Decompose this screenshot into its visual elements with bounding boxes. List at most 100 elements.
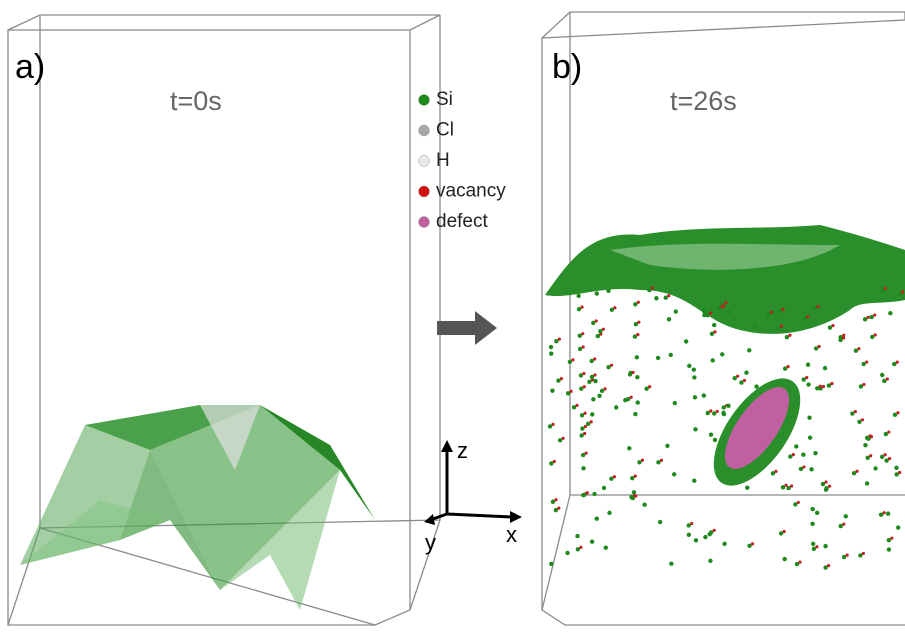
atom [549, 345, 553, 349]
atom [736, 375, 739, 378]
atom [888, 311, 892, 315]
atom [830, 382, 833, 385]
atom [807, 416, 811, 420]
atom [551, 423, 554, 426]
atom [583, 385, 586, 388]
atom [571, 358, 574, 361]
time-label: t=26s [670, 86, 737, 116]
atom [633, 412, 637, 416]
legend-label: H [436, 150, 450, 171]
atom [874, 333, 877, 336]
atom [709, 432, 713, 436]
atom [865, 481, 869, 485]
atom [716, 410, 719, 413]
atom [554, 498, 557, 501]
atom [669, 353, 673, 357]
legend-marker [419, 95, 430, 106]
atom [631, 371, 634, 374]
atom [806, 382, 810, 386]
atom [585, 451, 588, 454]
atom [549, 562, 553, 566]
atom [869, 454, 872, 457]
atom [592, 492, 596, 496]
atom [597, 394, 601, 398]
atom [586, 491, 589, 494]
atom [583, 432, 586, 435]
atom [593, 379, 597, 383]
atom [898, 471, 901, 474]
atom [674, 309, 678, 313]
atom [811, 542, 815, 546]
atom [614, 405, 618, 409]
atom [692, 367, 696, 371]
defect-cluster [697, 364, 817, 500]
axis-label: x [506, 522, 517, 547]
atom [575, 404, 578, 407]
atom [635, 375, 639, 379]
atom [557, 507, 560, 510]
atom [726, 404, 730, 408]
atom [593, 373, 596, 376]
atom [684, 339, 688, 343]
atom [886, 511, 890, 515]
atom [808, 435, 812, 439]
atom [855, 470, 858, 473]
atom [637, 321, 640, 324]
legend-marker [419, 125, 430, 136]
atom [784, 484, 787, 487]
atom [887, 547, 891, 551]
atom [602, 328, 605, 331]
atom [581, 466, 585, 470]
atom [797, 501, 800, 504]
atom [627, 446, 631, 450]
atom [806, 362, 810, 366]
atom [651, 286, 654, 289]
atom [690, 522, 693, 525]
atom [753, 325, 757, 329]
atom [894, 466, 898, 470]
atom [693, 395, 697, 399]
atom [702, 393, 706, 397]
atom [648, 385, 651, 388]
atom [831, 324, 834, 327]
atom [794, 444, 798, 448]
atom [713, 330, 716, 333]
atom [745, 485, 749, 489]
atom [656, 356, 660, 360]
atom [712, 323, 716, 327]
atom [641, 459, 644, 462]
legend-marker [419, 186, 430, 197]
atom [816, 305, 819, 308]
atom [582, 345, 585, 348]
atom [844, 514, 848, 518]
atom [636, 333, 639, 336]
atom [828, 485, 831, 488]
atom [813, 451, 817, 455]
figure: a) t=0s b) t=26s SiClHvacancydefect z y … [0, 0, 905, 640]
atom [613, 306, 616, 309]
atom [693, 427, 697, 431]
panel-label: a) [15, 48, 45, 86]
atom [660, 459, 663, 462]
atom [901, 290, 904, 293]
atom [582, 372, 585, 375]
atom [604, 545, 608, 549]
atom [687, 533, 691, 537]
atom [570, 390, 573, 393]
time-label: t=0s [170, 86, 222, 116]
atom [811, 507, 815, 511]
atom [862, 383, 865, 386]
atom [780, 324, 783, 327]
atom [584, 425, 587, 428]
atom [824, 488, 828, 492]
atom [593, 357, 596, 360]
atom [703, 535, 707, 539]
atom [636, 400, 640, 404]
atom [692, 478, 696, 482]
atom [818, 345, 821, 348]
atom [743, 379, 746, 382]
atom [842, 523, 845, 526]
atom [709, 409, 712, 412]
atom [896, 411, 899, 414]
atom [802, 465, 805, 468]
